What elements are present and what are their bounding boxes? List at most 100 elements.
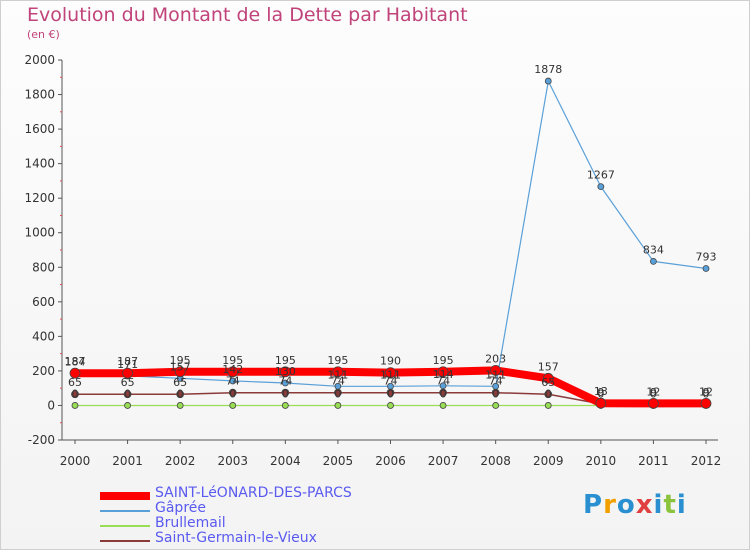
data-point-saint-leonard[interactable] [385, 367, 396, 379]
data-point-brullemail[interactable] [281, 402, 289, 409]
data-point-gapree[interactable] [334, 382, 342, 390]
data-point-saint-leonard[interactable] [542, 372, 554, 384]
data-point-saint-leonard[interactable] [490, 364, 502, 376]
data-label-gapree: 157 [170, 360, 191, 373]
data-label-saint-germain: 74 [278, 375, 292, 388]
y-tick-label: 1200 [24, 191, 55, 205]
data-point-brullemail[interactable] [71, 402, 79, 409]
data-point-brullemail[interactable] [439, 402, 447, 409]
data-label-brullemail: 0 [545, 387, 552, 400]
chart-unit: (en €) [27, 28, 60, 41]
x-tick-label: 2010 [586, 454, 617, 468]
y-tick-label: 0 [47, 398, 55, 412]
data-point-saint-leonard[interactable] [332, 366, 344, 378]
x-tick-label: 2008 [480, 454, 511, 468]
data-point-saint-leonard[interactable] [595, 397, 607, 409]
x-tick-label: 2012 [691, 454, 722, 468]
data-point-brullemail[interactable] [229, 402, 237, 409]
legend-swatch [100, 510, 150, 512]
data-point-gapree[interactable] [387, 382, 394, 390]
data-label-brullemail: 0 [703, 387, 710, 400]
data-point-gapree[interactable] [492, 382, 500, 390]
data-label-saint-leonard: 12 [646, 385, 660, 398]
data-label-brullemail: 0 [387, 387, 394, 400]
data-point-brullemail[interactable] [492, 402, 500, 409]
data-label-gapree: 834 [643, 243, 664, 256]
data-label-brullemail: 0 [597, 387, 604, 400]
data-label-saint-germain: 65 [121, 376, 135, 389]
data-label-saint-leonard: 195 [222, 354, 243, 367]
legend-label: Gâprée [155, 500, 206, 516]
y-tick-label: 1000 [24, 226, 55, 240]
data-label-gapree: 111 [327, 368, 348, 381]
data-point-saint-germain[interactable] [544, 390, 553, 399]
data-point-saint-germain[interactable] [71, 390, 79, 399]
data-point-brullemail[interactable] [124, 402, 131, 409]
data-point-saint-leonard[interactable] [69, 367, 81, 379]
legend-label: Saint-Germain-le-Vieux [155, 530, 317, 546]
y-tick-label: 400 [32, 329, 55, 343]
data-label-saint-germain: 65 [173, 376, 187, 389]
data-label-saint-leonard: 13 [594, 385, 608, 398]
data-point-brullemail[interactable] [387, 402, 394, 409]
data-label-gapree: 793 [696, 250, 717, 263]
data-point-saint-germain[interactable] [281, 388, 290, 397]
x-tick-label: 2001 [112, 454, 143, 468]
data-label-brullemail: 0 [177, 387, 184, 400]
data-label-gapree: 1267 [587, 169, 615, 182]
data-label-saint-germain: 74 [226, 375, 240, 388]
data-point-gapree[interactable] [650, 257, 657, 265]
data-point-saint-leonard[interactable] [227, 366, 239, 378]
data-point-gapree[interactable] [544, 77, 552, 85]
series-line-gapree [74, 80, 707, 387]
data-label-brullemail: 0 [650, 387, 657, 400]
data-point-saint-leonard[interactable] [174, 366, 186, 378]
x-tick-label: 2007 [428, 454, 459, 468]
data-point-gapree[interactable] [229, 377, 237, 385]
legend-label: Brullemail [155, 515, 226, 531]
data-label-brullemail: 0 [229, 387, 236, 400]
data-label-saint-germain: 9 [597, 386, 604, 399]
chart-title: Evolution du Montant de la Dette par Hab… [27, 4, 468, 26]
data-point-saint-leonard[interactable] [122, 367, 133, 379]
data-label-saint-germain: 74 [436, 375, 450, 388]
data-point-gapree[interactable] [702, 265, 710, 272]
data-point-gapree[interactable] [281, 379, 289, 387]
data-label-gapree: 171 [117, 358, 138, 371]
data-label-brullemail: 0 [334, 387, 341, 400]
data-label-brullemail: 0 [492, 387, 499, 400]
data-label-saint-germain: 74 [384, 375, 398, 388]
legend-label: SAINT-LéONARD-DES-PARCS [155, 485, 352, 501]
proxiti-logo: Proxiti [583, 490, 687, 520]
x-tick-label: 2003 [217, 454, 248, 468]
data-point-saint-leonard[interactable] [437, 366, 449, 378]
y-tick-label: 1800 [24, 88, 55, 102]
data-point-gapree[interactable] [439, 382, 447, 390]
data-label-brullemail: 0 [72, 387, 79, 400]
data-point-gapree[interactable] [597, 183, 605, 191]
data-point-saint-germain[interactable] [176, 390, 185, 399]
data-label-saint-germain: 65 [541, 376, 555, 389]
data-label-saint-leonard: 157 [538, 360, 559, 373]
x-tick-label: 2011 [638, 454, 669, 468]
axes: -200020040060080010001200140016001800200… [24, 53, 721, 468]
data-point-brullemail[interactable] [176, 402, 184, 409]
data-point-brullemail[interactable] [544, 402, 552, 409]
data-point-saint-leonard[interactable] [648, 397, 659, 409]
y-tick-label: 1400 [24, 157, 55, 171]
x-tick-label: 2006 [375, 454, 406, 468]
x-tick-label: 2009 [533, 454, 564, 468]
data-label-brullemail: 0 [440, 387, 447, 400]
data-point-saint-germain[interactable] [123, 390, 132, 399]
data-point-brullemail[interactable] [334, 402, 342, 409]
legend-swatch [100, 492, 150, 500]
data-point-saint-leonard[interactable] [279, 366, 291, 378]
data-point-saint-germain[interactable] [228, 388, 237, 397]
series-layer [69, 77, 712, 409]
data-label-brullemail: 0 [282, 387, 289, 400]
data-point-saint-germain[interactable] [439, 388, 447, 397]
data-label-gapree: 1878 [534, 63, 562, 76]
data-point-saint-leonard[interactable] [700, 397, 712, 409]
data-label-saint-germain: 74 [331, 375, 345, 388]
